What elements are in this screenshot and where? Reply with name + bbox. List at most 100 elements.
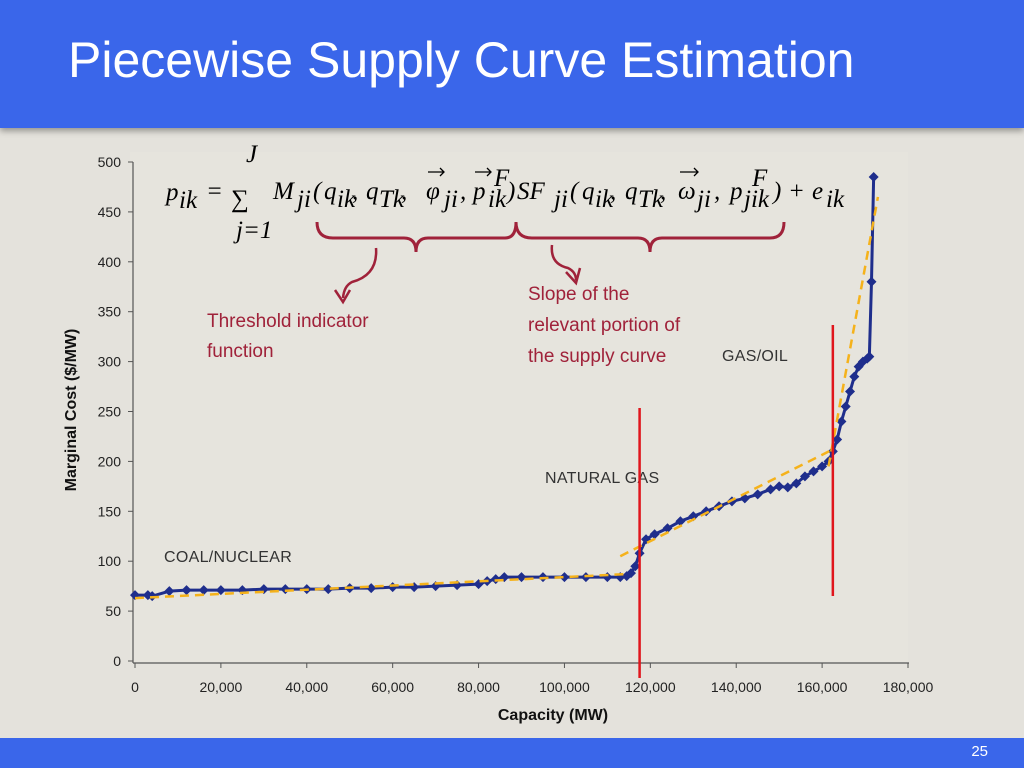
y-axis-title: Marginal Cost ($/MW) <box>63 329 80 492</box>
supply-curve-chart: 0 50 100 150 200 250 300 350 400 450 500 0 20,000 40… <box>63 141 934 724</box>
formula-q1: q <box>324 178 337 205</box>
fit-line-segment <box>619 448 834 558</box>
data-point-marker <box>868 171 879 182</box>
data-point-marker <box>782 482 793 493</box>
threshold-lines <box>638 325 835 678</box>
data-point-marker <box>516 572 527 583</box>
formula-M-sub: ji <box>294 186 311 213</box>
data-point-marker <box>688 511 699 522</box>
formula-comma-3: , <box>460 178 466 205</box>
formula-SF: SF <box>517 178 546 205</box>
fit-line-segment <box>827 196 880 467</box>
formula-q4: q <box>625 178 638 205</box>
x-tick-label: 80,000 <box>457 679 500 695</box>
formula-e-sub: ik <box>826 186 845 213</box>
x-tick-label: 140,000 <box>711 679 762 695</box>
y-tick-label: 500 <box>98 154 122 170</box>
vector-arrow-p <box>475 167 492 177</box>
data-point-marker <box>752 489 763 500</box>
formula-comma-2: , <box>401 178 407 205</box>
arrowhead-slope <box>565 267 582 286</box>
formula-p-jik-sup: F <box>751 165 768 192</box>
x-tick-label: 100,000 <box>539 679 590 695</box>
formula-p-jik-sub: jik <box>741 186 770 213</box>
curved-arrow-slope <box>550 244 578 281</box>
y-tick-label: 450 <box>98 204 122 220</box>
data-point-marker <box>164 586 175 597</box>
x-tick-label: 0 <box>131 679 139 695</box>
formula-q4-sub: Tk <box>638 186 664 213</box>
formula-plus: + <box>788 178 805 205</box>
region-label-natural-gas: NATURAL GAS <box>545 470 659 487</box>
fit-line-segment <box>134 572 625 600</box>
y-tick-label: 50 <box>105 603 121 619</box>
arrowhead-threshold <box>333 289 352 305</box>
supply-formula: p ik = ∑ J j=1 M ji ( q ik , q Tk , φ ji… <box>164 141 845 244</box>
data-point-marker <box>866 276 877 287</box>
annotation-threshold-line-2: function <box>207 341 274 362</box>
x-tick-label: 160,000 <box>797 679 848 695</box>
y-tick-label: 300 <box>98 354 122 370</box>
data-point-marker <box>817 461 828 472</box>
formula-q2: q <box>366 178 379 205</box>
curved-arrow-threshold <box>341 247 378 299</box>
formula-q1-sub: ik <box>337 186 356 213</box>
region-label-gas-oil: GAS/OIL <box>722 348 788 365</box>
data-point-marker <box>662 523 673 534</box>
formula-comma-5: , <box>660 178 666 205</box>
y-tick-label: 400 <box>98 254 122 270</box>
y-tick-label: 200 <box>98 453 122 469</box>
data-point-marker <box>849 371 860 382</box>
formula-q3-sub: ik <box>595 186 614 213</box>
formula-SF-sub: ji <box>551 186 568 213</box>
formula-rparen-1: ) <box>505 178 515 205</box>
annotation-slope-line-3: the supply curve <box>528 346 666 367</box>
x-tick-label: 60,000 <box>371 679 414 695</box>
data-point-marker <box>215 585 226 596</box>
formula-e: e <box>812 178 823 205</box>
data-point-marker <box>864 351 875 362</box>
slide-title: Piecewise Supply Curve Estimation <box>68 32 855 88</box>
formula-p-jik: p <box>728 178 743 205</box>
y-tick-label: 350 <box>98 304 122 320</box>
supply-data-points <box>130 171 879 602</box>
data-point-marker <box>649 529 660 540</box>
brace-slope-function <box>514 221 786 253</box>
formula-p-sub: ik <box>179 187 198 214</box>
brace-threshold-function <box>315 221 518 253</box>
footer-bar: 25 <box>0 738 1024 768</box>
data-point-marker <box>630 561 641 572</box>
data-point-marker <box>181 585 192 596</box>
data-point-marker <box>845 386 856 397</box>
data-point-marker <box>490 574 501 585</box>
title-bar: Piecewise Supply Curve Estimation <box>0 0 1024 128</box>
vector-arrow-omega <box>680 167 699 177</box>
data-point-marker <box>836 416 847 427</box>
formula-phi: φ <box>426 178 440 205</box>
annotation-threshold-line-1: Threshold indicator <box>207 311 369 332</box>
y-tick-label: 250 <box>98 404 122 420</box>
y-tick-group: 0 50 100 150 200 250 300 350 400 450 500 <box>98 154 133 669</box>
data-point-marker <box>799 471 810 482</box>
formula-omega-sub: ji <box>694 186 711 213</box>
formula-comma-6: , <box>714 178 720 205</box>
x-tick-label: 180,000 <box>883 679 934 695</box>
page-number: 25 <box>971 743 988 760</box>
formula-pF-sup: F <box>493 165 510 192</box>
data-point-marker <box>765 484 776 495</box>
formula-phi-sub: ji <box>441 186 458 213</box>
formula-M: M <box>272 178 295 205</box>
formula-q3: q <box>582 178 595 205</box>
data-point-marker <box>366 583 377 594</box>
x-tick-group: 0 20,000 40,000 60,000 80,000 100,000 120,000 1… <box>131 663 934 695</box>
formula-rparen-2: ) <box>771 178 781 205</box>
formula-sigma: ∑ <box>231 186 249 213</box>
formula-omega: ω <box>678 178 696 205</box>
formula-sum-upper: J <box>246 141 259 168</box>
formula-p: p <box>164 179 179 206</box>
formula-pF-sub: ik <box>488 186 507 213</box>
data-point-marker <box>323 584 334 595</box>
x-tick-label: 40,000 <box>285 679 328 695</box>
data-point-marker <box>774 481 785 492</box>
formula-pF: p <box>471 178 486 205</box>
